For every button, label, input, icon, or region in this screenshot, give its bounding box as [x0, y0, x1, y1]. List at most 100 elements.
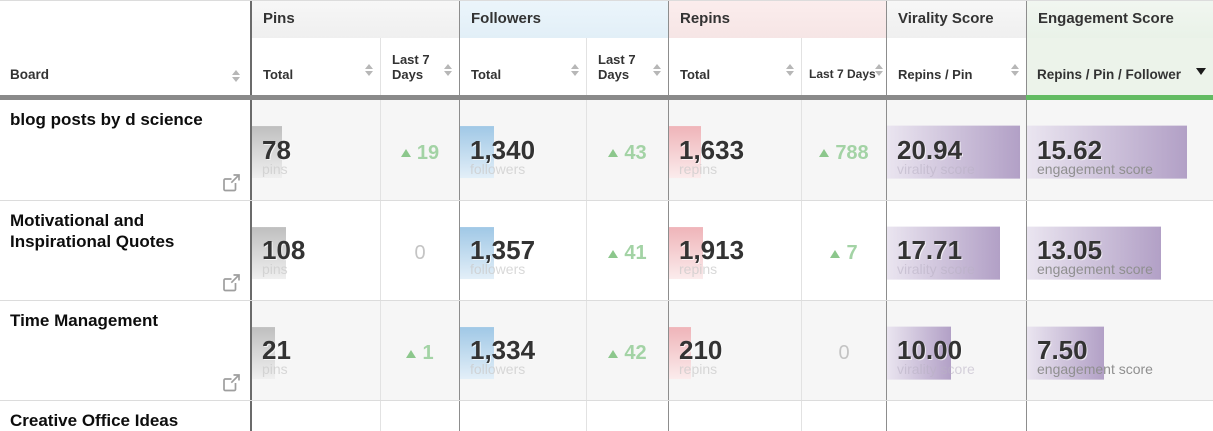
- triangle-up-icon: [608, 149, 619, 157]
- followers-total-label: Total: [471, 67, 502, 82]
- engagement-score-value: 13.05: [1037, 235, 1103, 265]
- engagement-unit-label: engagement score: [1037, 361, 1153, 377]
- board-cell: Creative Office Ideas: [0, 401, 250, 431]
- pins-value-bar: [252, 226, 286, 279]
- sort-arrows-icon: [653, 64, 661, 76]
- pins-total-label: Total: [263, 67, 294, 82]
- engagement-score-value: 15.62: [1037, 134, 1103, 165]
- virality-unit-label: virality score: [897, 361, 975, 377]
- triangle-up-icon: [830, 249, 841, 258]
- repins-last7-value: 7: [846, 242, 858, 264]
- board-name: blog posts by d science: [10, 110, 203, 129]
- repins-total-label: Total: [680, 67, 711, 82]
- group-header-pins: Pins: [250, 1, 459, 38]
- pins-total-cell: 21 pins: [250, 301, 380, 400]
- repins-unit-label: repins: [679, 361, 718, 377]
- column-header-board[interactable]: Board: [0, 1, 250, 95]
- pins-last7-cell: 19: [380, 100, 459, 200]
- sort-arrows-icon: [571, 64, 579, 76]
- external-link-icon[interactable]: [222, 173, 241, 192]
- table-header: Board Pins Followers Repins Virality Sco…: [0, 1, 1213, 95]
- pins-total-cell: 108 pins: [250, 201, 380, 300]
- repins-value-bar: [669, 326, 691, 379]
- engagement-unit-label: engagement score: [1037, 160, 1153, 177]
- sort-arrows-icon: [1011, 64, 1019, 76]
- followers-last7-label: Last 7 Days: [598, 52, 636, 82]
- sort-arrows-icon: [444, 64, 452, 76]
- repins-last7-value: 0: [838, 342, 850, 364]
- followers-group-label: Followers: [471, 10, 542, 27]
- board-cell: Time Management: [0, 301, 250, 400]
- column-header-repins-total[interactable]: Total: [668, 38, 801, 95]
- virality-score-value: 20.94: [897, 134, 963, 165]
- triangle-up-icon: [406, 349, 417, 358]
- followers-last7-cell: 41: [586, 201, 668, 300]
- board-cell: Motivational and Inspirational Quotes: [0, 201, 250, 300]
- pins-value-bar: [252, 326, 275, 379]
- pins-total-cell: 78 pins: [250, 100, 380, 200]
- followers-total-value: 1,357: [470, 235, 536, 265]
- followers-value-bar: [460, 326, 494, 379]
- header-underline: [0, 95, 1213, 100]
- followers-last7-cell: 43: [586, 100, 668, 200]
- pins-group-label: Pins: [263, 10, 295, 27]
- pins-unit-label: pins: [262, 261, 288, 277]
- virality-score-bar: [887, 326, 951, 380]
- sort-arrows-icon: [232, 70, 240, 82]
- triangle-up-icon: [400, 149, 411, 157]
- pins-value-bar: [252, 126, 282, 179]
- column-header-followers-last7[interactable]: Last 7 Days: [586, 38, 668, 95]
- table-row: Time Management 21 pins 1 1,334 follower…: [0, 300, 1213, 400]
- followers-unit-label: followers: [470, 361, 526, 377]
- pins-last7-cell: [380, 401, 459, 431]
- repins-last7-value: 788: [835, 141, 869, 164]
- repins-last7-cell: [801, 401, 886, 431]
- virality-sub-label: Repins / Pin: [898, 67, 973, 82]
- pins-total-cell: [250, 401, 380, 431]
- column-header-repins-last7[interactable]: Last 7 Days: [801, 38, 886, 95]
- external-link-icon[interactable]: [222, 373, 241, 392]
- repins-unit-label: repins: [679, 261, 718, 277]
- external-link-icon[interactable]: [222, 273, 241, 292]
- virality-score-value: 17.71: [897, 235, 963, 265]
- virality-score-bar: [887, 125, 1021, 179]
- engagement-score-bar: [1027, 125, 1187, 179]
- engagement-score-bar: [1027, 326, 1104, 380]
- repins-value-bar: [669, 126, 701, 179]
- pins-total-value: 78: [262, 134, 291, 165]
- pins-total-value: 21: [262, 335, 291, 365]
- sort-arrows-icon: [786, 64, 794, 76]
- sort-arrows-icon: [875, 64, 883, 76]
- triangle-up-icon: [608, 249, 619, 258]
- followers-value-bar: [460, 226, 494, 279]
- repins-last7-label: Last 7 Days: [809, 67, 876, 81]
- virality-score-cell: 20.94 virality score: [886, 100, 1026, 200]
- followers-unit-label: followers: [470, 160, 526, 177]
- pins-last7-cell: 1: [380, 301, 459, 400]
- column-header-engagement[interactable]: Repins / Pin / Follower: [1026, 38, 1213, 95]
- virality-score-cell: 17.71 virality score: [886, 201, 1026, 300]
- column-header-pins-total[interactable]: Total: [250, 38, 380, 95]
- triangle-up-icon: [819, 149, 830, 157]
- repins-unit-label: repins: [679, 160, 718, 177]
- engagement-group-label: Engagement Score: [1038, 10, 1174, 27]
- repins-total-cell: 210 repins: [668, 301, 801, 400]
- column-header-followers-total[interactable]: Total: [459, 38, 586, 95]
- followers-total-value: 1,340: [470, 134, 536, 165]
- virality-score-cell: 10.00 virality score: [886, 301, 1026, 400]
- board-name: Motivational and Inspirational Quotes: [10, 211, 175, 251]
- triangle-up-icon: [608, 349, 619, 358]
- board-name: Time Management: [10, 311, 159, 330]
- board-cell: blog posts by d science: [0, 100, 250, 200]
- followers-total-value: 1,334: [470, 335, 536, 365]
- sort-descending-icon: [1196, 68, 1206, 75]
- group-header-engagement-score: Engagement Score: [1026, 1, 1213, 38]
- followers-total-cell: [459, 401, 586, 431]
- repins-total-cell: 1,913 repins: [668, 201, 801, 300]
- pins-last7-value: 1: [422, 342, 434, 364]
- followers-last7-value: 41: [624, 242, 647, 264]
- column-header-virality[interactable]: Repins / Pin: [886, 38, 1026, 95]
- followers-total-cell: 1,357 followers: [459, 201, 586, 300]
- column-header-pins-last7[interactable]: Last 7 Days: [380, 38, 459, 95]
- followers-last7-value: 42: [624, 342, 647, 364]
